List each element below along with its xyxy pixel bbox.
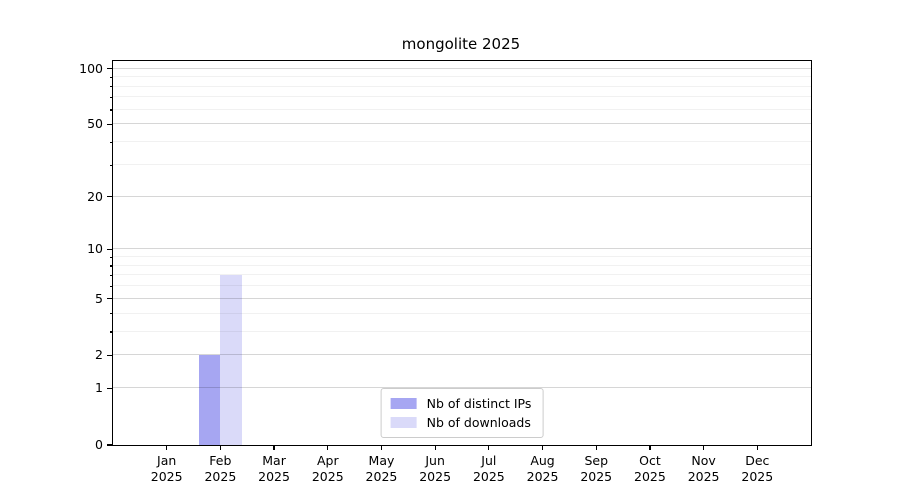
y-axis-minor-tick <box>109 141 113 143</box>
gridline-minor <box>113 85 811 87</box>
x-axis-tick-label: Jan 2025 <box>137 453 197 485</box>
gridline-minor <box>113 312 811 314</box>
x-axis-tick <box>166 445 168 450</box>
y-axis-tick-label: 1 <box>95 380 103 396</box>
gridline-minor <box>113 76 811 78</box>
x-axis-tick-label: Feb 2025 <box>190 453 250 485</box>
x-axis-tick-year: 2025 <box>580 469 613 484</box>
y-axis-minor-tick <box>109 313 113 315</box>
x-axis-tick <box>703 445 705 450</box>
gridline-minor <box>113 164 811 166</box>
x-axis-tick-year: 2025 <box>741 469 774 484</box>
y-axis-tick <box>107 298 113 300</box>
x-axis-tick <box>541 445 544 450</box>
x-axis-tick <box>380 445 383 450</box>
x-axis-tick-year: 2025 <box>311 469 344 484</box>
x-axis-tick-label: Apr 2025 <box>298 453 358 485</box>
y-axis-minor-tick <box>109 256 113 258</box>
x-axis-tick-label: Sep 2025 <box>566 453 626 485</box>
gridline-major <box>113 354 811 356</box>
x-axis-tick-year: 2025 <box>258 469 290 484</box>
y-axis-tick-label: 50 <box>87 116 103 132</box>
gridline-major <box>113 387 811 389</box>
x-axis-tick-label: Dec 2025 <box>727 453 787 485</box>
legend-swatch-distinct-ips <box>390 398 417 409</box>
x-axis-tick-label: Nov 2025 <box>674 453 734 485</box>
y-axis-tick <box>107 123 113 125</box>
x-axis-tick-year: 2025 <box>526 469 559 484</box>
y-axis-tick <box>107 354 113 356</box>
y-axis-tick-label: 0 <box>95 437 103 452</box>
y-axis-minor-tick <box>109 96 113 99</box>
y-axis-minor-tick <box>109 331 113 333</box>
y-axis-tick-label: 2 <box>95 347 103 363</box>
chart-title: mongolite 2025 <box>401 35 521 53</box>
x-axis-tick <box>219 445 221 450</box>
legend: Nb of distinct IPs Nb of downloads <box>380 388 544 438</box>
gridline-major <box>113 297 811 299</box>
y-axis-minor-tick <box>109 265 113 267</box>
gridline-major <box>113 123 811 125</box>
gridline-minor <box>113 264 811 266</box>
y-axis-minor-tick <box>109 109 113 111</box>
y-axis-minor-tick <box>109 86 113 88</box>
x-axis-tick-year: 2025 <box>204 469 237 484</box>
legend-item: Nb of distinct IPs <box>390 396 532 411</box>
gridline-minor <box>113 256 811 258</box>
gridline-minor <box>113 108 811 110</box>
y-axis-tick-label: 10 <box>87 241 103 257</box>
x-axis-tick <box>488 445 490 450</box>
plot-area: Nb of distinct IPs Nb of downloads 0 1 2 5 1… <box>79 60 812 484</box>
x-axis-tick <box>649 445 651 450</box>
y-axis-tick <box>107 248 113 251</box>
x-axis-tick <box>327 445 329 450</box>
gridline-minor <box>113 274 811 276</box>
gridline-major <box>113 67 811 69</box>
y-axis-minor-tick <box>109 164 113 166</box>
x-axis-tick-label: Mar 2025 <box>244 453 304 485</box>
legend-item: Nb of downloads <box>390 415 532 430</box>
y-axis-tick-label: 5 <box>95 290 103 306</box>
x-axis-tick-year: 2025 <box>150 469 183 484</box>
y-axis-minor-tick <box>109 274 113 277</box>
y-axis-tick-label: 100 <box>79 60 103 76</box>
y-axis-minor-tick <box>109 285 113 288</box>
legend-label: Nb of downloads <box>426 415 531 430</box>
x-axis-tick-label: Oct 2025 <box>620 453 680 485</box>
x-axis-tick-year: 2025 <box>419 469 452 484</box>
x-axis-tick-year: 2025 <box>634 469 666 484</box>
x-axis-tick <box>756 445 758 450</box>
bar-nb-of-distinct-ips <box>198 355 221 445</box>
x-axis-tick-label: Jun 2025 <box>405 453 465 485</box>
legend-label: Nb of distinct IPs <box>426 396 532 411</box>
x-axis-tick-year: 2025 <box>472 469 505 484</box>
x-axis-tick <box>434 445 436 450</box>
x-axis-tick <box>595 445 597 450</box>
y-axis-tick <box>107 444 113 446</box>
x-axis-tick-label: Jul 2025 <box>459 453 519 485</box>
x-axis-tick <box>273 445 275 450</box>
y-axis-tick <box>107 68 113 70</box>
gridline-minor <box>113 330 811 332</box>
x-axis-tick-label: Aug 2025 <box>513 453 573 485</box>
y-axis-minor-tick <box>109 76 113 78</box>
y-axis-tick <box>107 387 113 390</box>
x-axis-tick-year: 2025 <box>687 469 720 484</box>
gridline-major <box>113 195 811 197</box>
x-axis-tick-year: 2025 <box>365 469 398 484</box>
x-axis-tick-label: May 2025 <box>351 453 411 485</box>
legend-swatch-downloads <box>390 417 417 428</box>
y-axis-tick <box>107 196 113 198</box>
gridline-minor <box>113 141 811 143</box>
gridline-major <box>113 248 811 250</box>
gridline-minor <box>113 285 811 287</box>
gridline-minor <box>113 96 811 98</box>
bar-nb-of-downloads <box>220 275 242 445</box>
y-axis-tick-label: 20 <box>87 188 103 204</box>
